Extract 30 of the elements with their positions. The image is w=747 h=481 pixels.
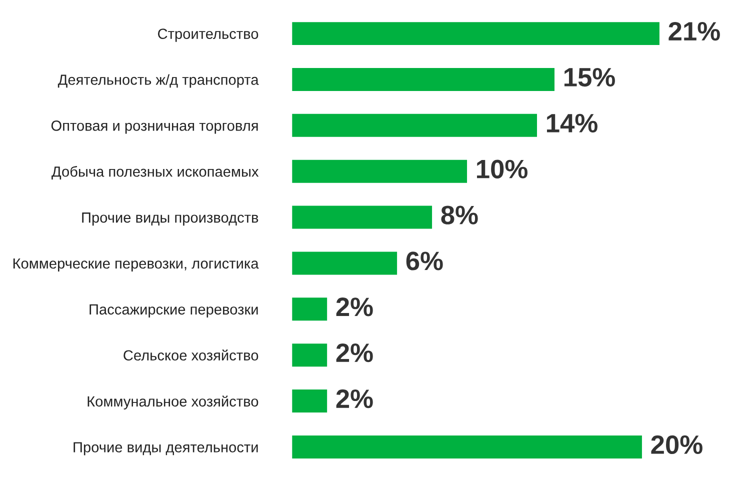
y-tick-label: Сельское хозяйство (124, 350, 258, 361)
data-label: 6% (406, 252, 443, 270)
bar (292, 206, 432, 229)
y-tick-label: Прочие виды производств (82, 212, 258, 226)
y-tick-label: Пассажирские перевозки (90, 304, 258, 318)
data-label: 15% (564, 68, 615, 87)
data-label: 2% (336, 389, 373, 408)
bar (292, 435, 642, 458)
data-label: 20% (651, 435, 702, 454)
y-tick-label: Оптовая и розничная торговля (51, 120, 258, 134)
y-tick-label: Коммунальное хозяйство (88, 396, 258, 410)
bar (292, 390, 328, 413)
bar (292, 22, 660, 46)
data-label: 10% (477, 160, 528, 178)
y-tick-label: Деятельность ж/д транспорта (58, 74, 259, 88)
y-tick-label: Строительство (158, 28, 258, 42)
y-tick-label: Коммерческие перевозки, логистика (13, 258, 259, 272)
bar (292, 68, 554, 91)
data-label: 8% (441, 206, 478, 224)
y-tick-label: Добыча полезных ископаемых (52, 166, 259, 180)
bar (292, 298, 328, 321)
data-label: 21% (668, 22, 720, 41)
bar (292, 160, 468, 183)
data-label: 2% (336, 343, 373, 362)
data-label: 2% (336, 298, 373, 316)
data-label: 14% (546, 114, 598, 132)
bar (292, 344, 328, 367)
bar (292, 252, 398, 275)
bar (292, 114, 537, 137)
y-tick-label: Прочие виды деятельности (74, 442, 258, 456)
